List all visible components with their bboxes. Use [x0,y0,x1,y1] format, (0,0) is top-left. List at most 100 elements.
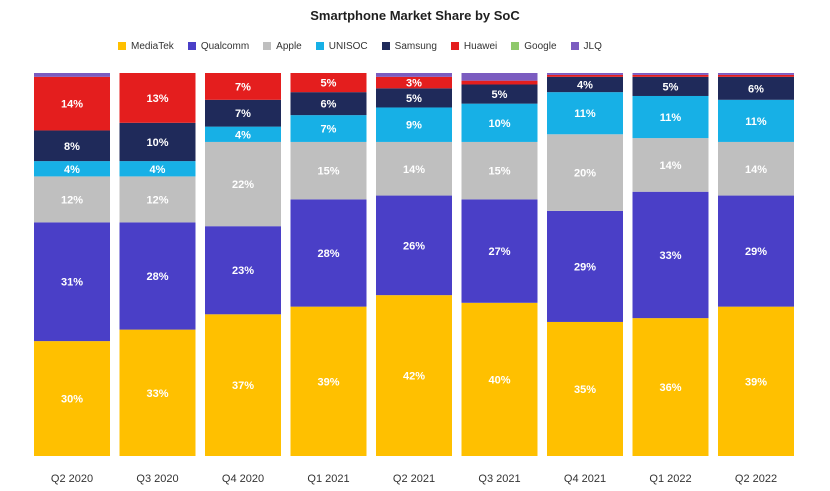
data-label-qualcomm-q1-2021: 28% [317,248,339,260]
bar-segment-huawei-q1-2021 [290,73,367,93]
bar-segment-apple-q3-2020 [119,176,196,223]
bar-stack-q3-2021: 40% 27% 15% 10% 5% [461,73,538,456]
data-label-qualcomm-q2-2020: 31% [61,277,83,289]
bar-segment-unisoc-q3-2020 [119,161,196,177]
bar-segment-apple-q4-2020 [205,141,281,227]
legend-label-qualcomm: Qualcomm [200,40,250,52]
bar-segment-qualcomm-q4-2021 [547,210,623,322]
data-label-apple-q4-2021: 20% [574,168,596,180]
data-label-qualcomm-q4-2021: 29% [574,261,596,273]
x-tick-label-q4-2021: Q4 2021 [564,473,606,485]
chart-title: Smartphone Market Share by SoC [310,8,520,23]
data-label-apple-q2-2020: 12% [61,194,83,206]
bar-segment-unisoc-q2-2020 [34,161,110,177]
data-label-samsung-q2-2022: 6% [748,83,764,95]
data-label-apple-q4-2020: 22% [232,179,254,191]
bar-segment-mediatek-q1-2022 [632,318,709,456]
bar-segment-samsung-q3-2021 [461,84,538,104]
bar-stack-q1-2021: 39% 28% 15% 7% 6% 5% [290,73,367,456]
bar-segment-mediatek-q3-2021 [461,302,538,456]
bar-segment-jlq-q2-2020 [34,73,110,77]
bar-segment-mediatek-q3-2020 [119,329,196,456]
legend-item-google: Google [511,40,557,52]
bar-segment-mediatek-q4-2020 [205,314,281,456]
data-label-apple-q1-2021: 15% [317,166,339,178]
bar-segment-mediatek-q2-2021 [376,295,452,456]
legend-swatch-samsung [381,42,390,50]
bar-stack-q3-2020: 33% 28% 12% 4% 10% 13% [119,73,196,456]
bar-segment-huawei-q4-2020 [205,73,281,100]
data-label-samsung-q2-2021: 5% [406,93,422,105]
bar-segment-apple-q1-2021 [290,141,367,200]
bar-segment-huawei-q4-2021 [547,74,623,77]
chart-legend: MediaTek Qualcomm Apple UNISOC Samsung Huawei… [118,38,602,54]
legend-item-qualcomm: Qualcomm [187,40,250,52]
data-label-qualcomm-q3-2021: 27% [488,246,510,258]
bar-segment-unisoc-q1-2022 [632,95,709,139]
bar-segment-unisoc-q2-2021 [376,107,452,142]
data-label-unisoc-q2-2022: 11% [745,116,767,128]
legend-swatch-unisoc [315,42,324,50]
data-label-huawei-q2-2021: 3% [406,78,422,90]
data-label-mediatek-q4-2020: 37% [232,380,254,392]
bar-segment-jlq-q2-2022 [718,73,794,75]
data-label-mediatek-q3-2020: 33% [146,388,168,400]
data-label-unisoc-q2-2021: 9% [406,120,422,132]
data-label-huawei-q3-2020: 13% [146,93,168,105]
legend-item-samsung: Samsung [381,41,437,52]
bar-segment-samsung-q2-2022 [718,76,794,100]
legend-swatch-qualcomm [187,42,196,50]
data-label-qualcomm-q1-2022: 33% [659,250,681,262]
bar-segment-huawei-q2-2022 [718,74,794,77]
data-label-unisoc-q3-2021: 10% [488,118,510,130]
bar-segment-apple-q2-2021 [376,141,452,196]
bar-segment-mediatek-q1-2021 [290,306,367,456]
bar-segment-qualcomm-q3-2021 [461,199,538,303]
bar-segment-huawei-q3-2020 [119,73,196,123]
legend-swatch-google [511,42,520,50]
legend-item-mediatek: MediaTek [118,41,174,52]
bar-segment-samsung-q2-2020 [34,130,110,162]
bar-segment-samsung-q1-2022 [632,76,709,96]
bar-segment-unisoc-q4-2021 [547,92,623,135]
bar-segment-unisoc-q3-2021 [461,103,538,142]
bar-segment-samsung-q4-2021 [547,76,623,93]
bar-segment-jlq-q4-2021 [547,73,623,75]
data-label-mediatek-q2-2022: 39% [745,376,767,388]
data-label-mediatek-q4-2021: 35% [574,384,596,396]
bar-segment-samsung-q4-2020 [205,99,281,127]
data-label-unisoc-q1-2022: 11% [660,112,682,124]
bar-segment-unisoc-q1-2021 [290,115,367,142]
data-label-qualcomm-q2-2022: 29% [745,246,767,258]
bar-stack-q1-2022: 36% 33% 14% 11% 5% [632,73,709,456]
data-label-qualcomm-q3-2020: 28% [146,271,168,283]
bar-segment-mediatek-q2-2020 [34,341,110,456]
data-label-qualcomm-q2-2021: 26% [403,240,425,252]
data-label-huawei-q1-2021: 5% [321,78,337,90]
data-label-apple-q3-2020: 12% [146,194,168,206]
data-label-mediatek-q3-2021: 40% [488,374,510,386]
data-label-mediatek-q2-2021: 42% [403,371,425,383]
x-tick-label-q1-2021: Q1 2021 [307,473,349,485]
x-tick-label-q3-2021: Q3 2021 [478,473,520,485]
x-tick-label-q2-2021: Q2 2021 [393,473,435,485]
legend-label-google: Google [524,40,557,52]
bar-stack-q2-2020: 30% 31% 12% 4% 8% 14% [34,73,110,456]
legend-item-jlq: JLQ [570,41,602,52]
legend-swatch-jlq [570,42,579,50]
data-label-qualcomm-q4-2020: 23% [232,265,254,277]
legend-label-unisoc: UNISOC [328,40,368,52]
data-label-samsung-q2-2020: 8% [64,141,80,153]
bar-segment-qualcomm-q3-2020 [119,222,196,330]
data-label-unisoc-q4-2021: 11% [574,108,596,120]
bar-segment-qualcomm-q2-2022 [718,195,794,307]
legend-swatch-apple [263,42,272,50]
data-label-mediatek-q1-2021: 39% [317,376,339,388]
x-tick-label-q2-2022: Q2 2022 [735,473,777,485]
bar-segment-unisoc-q4-2020 [205,126,281,142]
data-label-apple-q1-2022: 14% [659,160,681,172]
bar-segment-qualcomm-q1-2021 [290,199,367,307]
bar-segment-jlq-q2-2021 [376,73,452,77]
bar-segment-qualcomm-q4-2020 [205,226,281,315]
